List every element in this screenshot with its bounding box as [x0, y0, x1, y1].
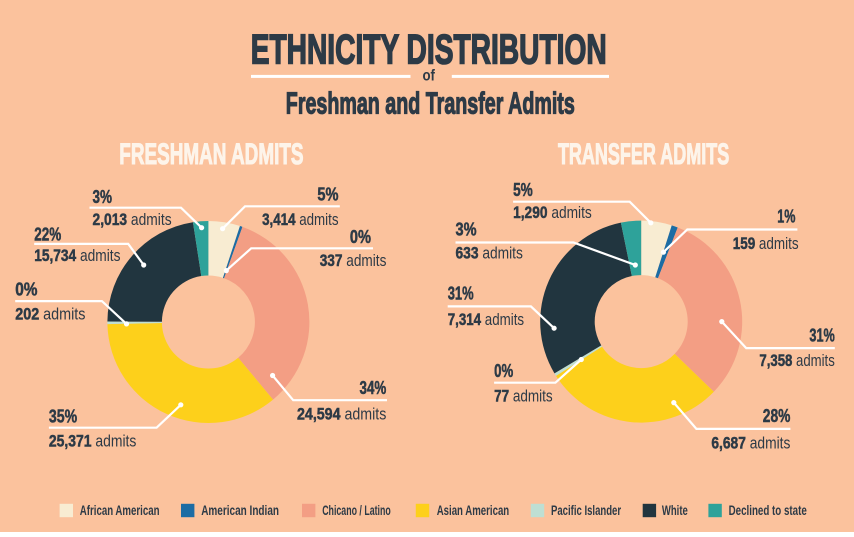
- svg-text:3,414: 3,414: [262, 211, 296, 229]
- svg-text:25,371: 25,371: [49, 432, 92, 450]
- svg-text:Freshman and Transfer Admits: Freshman and Transfer Admits: [286, 86, 575, 121]
- svg-text:White: White: [662, 503, 688, 518]
- svg-text:ETHNICITY DISTRIBUTION: ETHNICITY DISTRIBUTION: [251, 26, 607, 73]
- svg-text:34%: 34%: [360, 378, 387, 398]
- svg-text:American Indian: American Indian: [201, 503, 279, 518]
- svg-text:202: 202: [15, 305, 39, 323]
- svg-text:31%: 31%: [809, 326, 834, 346]
- svg-text:admits: admits: [479, 245, 523, 263]
- svg-text:admits: admits: [792, 352, 834, 370]
- svg-text:admits: admits: [76, 247, 120, 265]
- svg-text:337: 337: [320, 252, 343, 270]
- svg-text:Pacific Islander: Pacific Islander: [551, 503, 622, 518]
- svg-text:35%: 35%: [49, 407, 77, 427]
- svg-text:15,734: 15,734: [34, 247, 77, 265]
- svg-text:3%: 3%: [456, 219, 477, 239]
- svg-text:0%: 0%: [494, 361, 513, 381]
- svg-text:admits: admits: [509, 388, 553, 406]
- svg-text:24,594: 24,594: [297, 405, 341, 423]
- svg-text:2,013: 2,013: [93, 211, 128, 229]
- svg-text:7,358: 7,358: [759, 352, 792, 370]
- svg-text:1,290: 1,290: [513, 204, 547, 222]
- svg-text:6,687: 6,687: [711, 434, 746, 452]
- svg-text:Chicano / Latino: Chicano / Latino: [322, 503, 391, 518]
- svg-text:admits: admits: [127, 211, 172, 229]
- svg-text:5%: 5%: [513, 180, 533, 200]
- svg-text:admits: admits: [548, 204, 592, 222]
- svg-text:Declined to state: Declined to state: [729, 503, 808, 518]
- svg-text:admits: admits: [296, 211, 339, 229]
- svg-text:3%: 3%: [93, 187, 113, 207]
- svg-text:0%: 0%: [350, 227, 371, 247]
- svg-text:admits: admits: [341, 405, 387, 423]
- svg-text:31%: 31%: [448, 283, 474, 303]
- svg-text:5%: 5%: [317, 185, 338, 205]
- svg-text:admits: admits: [481, 311, 524, 329]
- svg-text:633: 633: [456, 245, 479, 263]
- svg-text:admits: admits: [343, 252, 387, 270]
- svg-text:FRESHMAN ADMITS: FRESHMAN ADMITS: [119, 138, 303, 171]
- svg-text:159: 159: [733, 235, 756, 253]
- svg-text:admits: admits: [755, 235, 798, 253]
- svg-text:1%: 1%: [777, 207, 795, 227]
- svg-text:admits: admits: [746, 434, 791, 452]
- svg-text:22%: 22%: [34, 224, 61, 244]
- svg-text:0%: 0%: [15, 279, 37, 299]
- svg-text:admits: admits: [39, 305, 85, 323]
- svg-text:African American: African American: [80, 503, 160, 518]
- svg-text:admits: admits: [92, 432, 137, 450]
- svg-text:TRANSFER ADMITS: TRANSFER ADMITS: [558, 138, 729, 171]
- svg-text:of: of: [422, 68, 435, 85]
- svg-text:77: 77: [494, 388, 509, 406]
- svg-text:7,314: 7,314: [448, 311, 482, 329]
- svg-text:Asian American: Asian American: [437, 503, 510, 518]
- svg-text:28%: 28%: [763, 406, 791, 426]
